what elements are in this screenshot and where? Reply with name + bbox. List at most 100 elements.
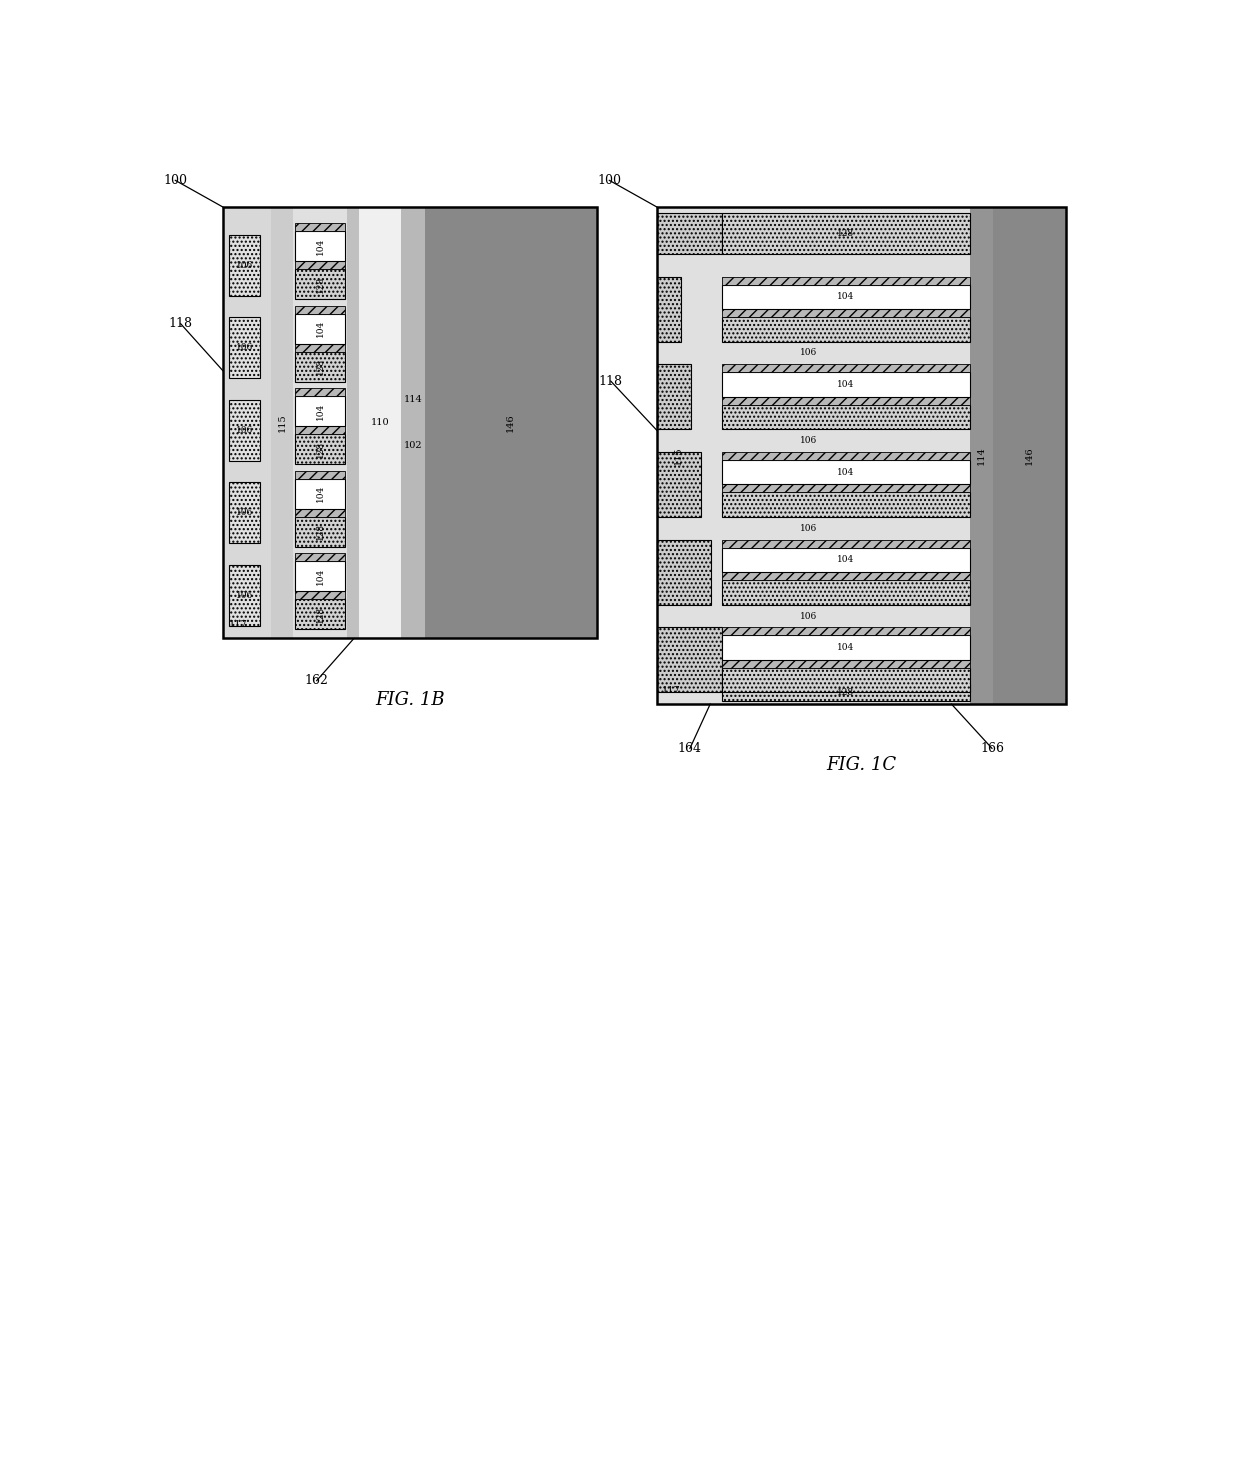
Text: 118: 118 [169,318,192,331]
Text: 114: 114 [977,447,986,465]
Bar [657,539,712,604]
Bar [722,318,970,341]
Bar [657,207,1065,704]
Bar [722,492,970,517]
Text: 104: 104 [837,379,854,390]
Bar [722,581,970,604]
Text: 104: 104 [315,320,325,337]
Text: 128: 128 [837,688,854,697]
Bar [722,451,970,460]
Bar [657,628,722,692]
Bar [229,318,260,378]
Text: 164: 164 [678,742,702,756]
Text: 128: 128 [315,606,325,623]
Bar [295,509,345,517]
Text: 104: 104 [315,238,325,254]
Text: 128: 128 [315,441,325,457]
Text: 106: 106 [800,348,817,357]
Bar [657,365,692,429]
Bar [295,562,345,591]
Bar [657,213,722,254]
Bar [722,635,970,660]
Bar [722,628,970,635]
Text: 106: 106 [237,509,253,517]
Text: 104: 104 [837,642,854,653]
Bar [295,470,345,479]
Bar [229,564,260,626]
Bar [293,207,347,638]
Bar [295,269,345,298]
Bar [424,207,596,638]
Bar [722,397,970,404]
Text: 166: 166 [980,742,1004,756]
Bar [993,207,1065,704]
Text: 146: 146 [1024,447,1034,465]
Text: 106: 106 [237,343,253,353]
Bar [272,207,293,638]
Bar [722,572,970,581]
Text: 104: 104 [315,403,325,420]
Text: 104: 104 [837,556,854,564]
Text: 128: 128 [837,229,854,238]
Text: 104: 104 [315,567,325,585]
Bar [722,404,970,429]
Bar [722,309,970,318]
Bar [722,684,970,701]
Text: 117: 117 [662,685,681,695]
Text: 100: 100 [164,173,187,187]
Text: 104: 104 [315,485,325,503]
Bar [722,660,970,667]
Bar [657,276,681,341]
Text: 118: 118 [599,375,622,388]
Text: 106: 106 [237,426,253,435]
Bar [722,372,970,397]
Bar [295,388,345,397]
Text: 146: 146 [506,413,516,432]
Bar [970,207,993,704]
Bar [295,397,345,426]
Text: 102: 102 [404,441,423,450]
Bar [229,482,260,544]
Bar [347,207,358,638]
Bar [295,231,345,262]
Bar [295,479,345,509]
Text: FIG. 1B: FIG. 1B [376,691,445,709]
Bar [722,276,970,285]
Text: 110: 110 [371,419,389,428]
Bar [295,351,345,382]
Bar [295,600,345,629]
Text: 128: 128 [315,359,325,375]
Bar [722,460,970,485]
Bar [722,285,970,309]
Bar [722,539,970,548]
Bar [295,553,345,562]
Bar [295,262,345,269]
Bar [402,207,424,638]
Bar [722,213,970,254]
Bar [722,485,970,492]
Text: 128: 128 [315,275,325,293]
Text: FIG. 1C: FIG. 1C [826,757,897,775]
Bar [722,667,970,692]
Bar [295,223,345,231]
Text: 115: 115 [278,413,286,432]
Bar [229,400,260,460]
Bar [358,207,402,638]
Bar [223,207,272,638]
Text: 114: 114 [404,395,423,404]
Text: 117: 117 [228,620,247,629]
Bar [295,434,345,465]
Bar [295,517,345,547]
Text: 128: 128 [315,523,325,541]
Text: 106: 106 [237,591,253,600]
Bar [657,451,702,517]
Text: 104: 104 [837,293,854,301]
Bar [223,207,596,638]
Bar [295,344,345,351]
Bar [722,548,970,572]
Text: 100: 100 [598,173,621,187]
Bar [229,235,260,295]
Text: 104: 104 [837,467,854,476]
Text: 106: 106 [800,612,817,620]
Text: 106: 106 [800,437,817,445]
